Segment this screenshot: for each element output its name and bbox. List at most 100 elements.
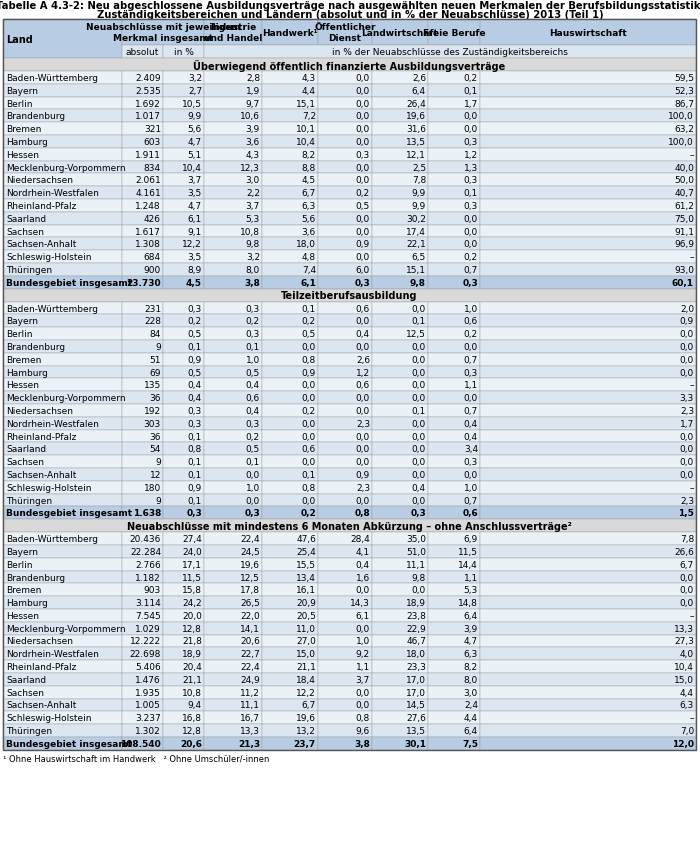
Bar: [318, 187, 372, 199]
Text: 22,7: 22,7: [240, 649, 260, 659]
Text: 10,1: 10,1: [296, 125, 316, 134]
Text: 9,7: 9,7: [246, 100, 260, 108]
Text: 15,1: 15,1: [296, 100, 316, 108]
Text: 30,1: 30,1: [404, 739, 426, 748]
Text: 0,0: 0,0: [246, 496, 260, 505]
Bar: [480, 148, 696, 161]
Text: 10,8: 10,8: [182, 688, 202, 697]
Bar: [163, 609, 204, 622]
Bar: [262, 660, 318, 673]
Text: 1,7: 1,7: [680, 419, 694, 429]
Text: 684: 684: [144, 253, 161, 262]
Text: 1,1: 1,1: [463, 573, 478, 582]
Bar: [428, 250, 480, 263]
Text: Saarland: Saarland: [6, 445, 46, 454]
Text: 9: 9: [155, 458, 161, 467]
Text: 0,0: 0,0: [356, 317, 370, 326]
Bar: [3, 59, 696, 72]
Text: 51,0: 51,0: [406, 547, 426, 556]
Bar: [262, 469, 318, 481]
Text: 0,1: 0,1: [463, 87, 478, 95]
Text: 21,8: 21,8: [182, 636, 202, 646]
Text: 54: 54: [150, 445, 161, 454]
Text: Mecklenburg-Vorpommern: Mecklenburg-Vorpommern: [6, 624, 125, 633]
Bar: [480, 302, 696, 315]
Text: 1,1: 1,1: [463, 381, 478, 390]
Bar: [372, 737, 428, 750]
Text: 0,0: 0,0: [680, 343, 694, 352]
Bar: [204, 711, 262, 724]
Text: 2,3: 2,3: [680, 496, 694, 505]
Bar: [372, 660, 428, 673]
Text: 0,2: 0,2: [246, 432, 260, 441]
Bar: [122, 622, 163, 635]
Text: 0,0: 0,0: [680, 368, 694, 377]
Text: ¹ Ohne Hauswirtschaft im Handwerk   ² Ohne Umschüler/-innen: ¹ Ohne Hauswirtschaft im Handwerk ² Ohne…: [3, 754, 270, 763]
Bar: [122, 532, 163, 545]
Text: 0,0: 0,0: [680, 355, 694, 365]
Text: 20,4: 20,4: [182, 662, 202, 671]
Text: 0,0: 0,0: [412, 432, 426, 441]
Text: 0,2: 0,2: [302, 317, 316, 326]
Bar: [3, 456, 122, 469]
Text: 7,0: 7,0: [680, 726, 694, 735]
Text: 15,1: 15,1: [406, 266, 426, 274]
Text: 6,0: 6,0: [356, 266, 370, 274]
Bar: [3, 532, 122, 545]
Bar: [163, 315, 204, 328]
Bar: [428, 135, 480, 148]
Text: –: –: [690, 381, 694, 390]
Text: 3.114: 3.114: [135, 598, 161, 607]
Text: 3,8: 3,8: [354, 739, 370, 748]
Bar: [204, 148, 262, 161]
Text: 0,3: 0,3: [186, 509, 202, 518]
Bar: [204, 110, 262, 123]
Text: 15,8: 15,8: [182, 585, 202, 595]
Text: 6,9: 6,9: [463, 534, 478, 544]
Bar: [122, 354, 163, 366]
Text: 426: 426: [144, 215, 161, 223]
Text: 0,0: 0,0: [412, 585, 426, 595]
Bar: [372, 238, 428, 250]
Text: 0,9: 0,9: [356, 470, 370, 480]
Text: 0,3: 0,3: [188, 419, 202, 429]
Bar: [3, 225, 122, 238]
Text: 0,5: 0,5: [246, 368, 260, 377]
Bar: [3, 366, 122, 379]
Bar: [318, 354, 372, 366]
Bar: [372, 648, 428, 660]
Text: –: –: [690, 483, 694, 492]
Bar: [204, 430, 262, 443]
Bar: [428, 354, 480, 366]
Bar: [163, 161, 204, 174]
Bar: [163, 737, 204, 750]
Text: 1,0: 1,0: [463, 304, 478, 314]
Bar: [122, 341, 163, 354]
Bar: [122, 148, 163, 161]
Bar: [204, 558, 262, 571]
Bar: [318, 673, 372, 686]
Bar: [372, 72, 428, 84]
Text: 6,3: 6,3: [680, 700, 694, 710]
Text: 0,3: 0,3: [410, 509, 426, 518]
Text: 9,8: 9,8: [410, 279, 426, 287]
Bar: [318, 84, 372, 97]
Text: 0,5: 0,5: [302, 330, 316, 339]
Bar: [428, 635, 480, 648]
Text: 23.730: 23.730: [127, 279, 161, 287]
Bar: [163, 711, 204, 724]
Bar: [480, 430, 696, 443]
Text: 5,3: 5,3: [246, 215, 260, 223]
Bar: [480, 20, 696, 46]
Bar: [262, 609, 318, 622]
Bar: [428, 277, 480, 290]
Bar: [372, 212, 428, 225]
Bar: [3, 290, 696, 302]
Bar: [3, 97, 122, 110]
Text: 27,6: 27,6: [406, 713, 426, 722]
Text: 0,3: 0,3: [463, 368, 478, 377]
Bar: [122, 699, 163, 711]
Text: 0,4: 0,4: [356, 560, 370, 569]
Bar: [204, 46, 696, 59]
Text: 18,9: 18,9: [406, 598, 426, 607]
